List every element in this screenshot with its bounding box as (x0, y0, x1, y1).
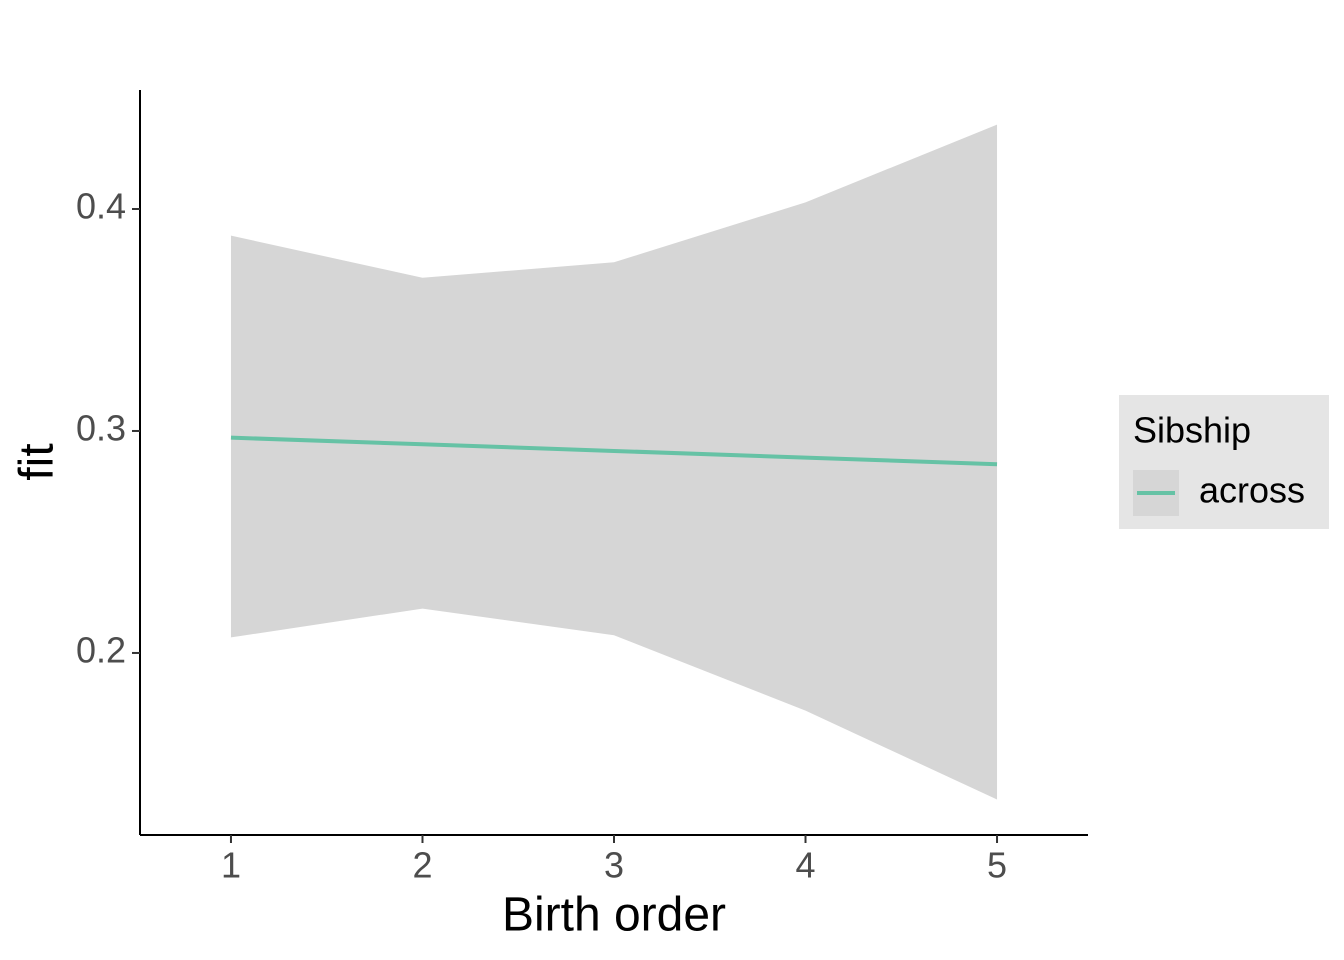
x-tick-label: 4 (795, 845, 815, 886)
y-tick-label: 0.3 (76, 407, 126, 448)
y-axis-title: fit (11, 443, 64, 480)
fit-line (230, 435, 998, 467)
y-tick-label: 0.4 (76, 186, 126, 227)
legend-title: Sibship (1133, 410, 1251, 451)
x-axis-title: Birth order (502, 889, 726, 942)
legend-label: across (1199, 470, 1305, 511)
x-tick-label: 1 (221, 845, 241, 886)
confidence-band (230, 124, 998, 800)
x-tick-label: 2 (412, 845, 432, 886)
x-tick-label: 3 (604, 845, 624, 886)
y-tick-label: 0.2 (76, 629, 126, 670)
x-tick-label: 5 (987, 845, 1007, 886)
